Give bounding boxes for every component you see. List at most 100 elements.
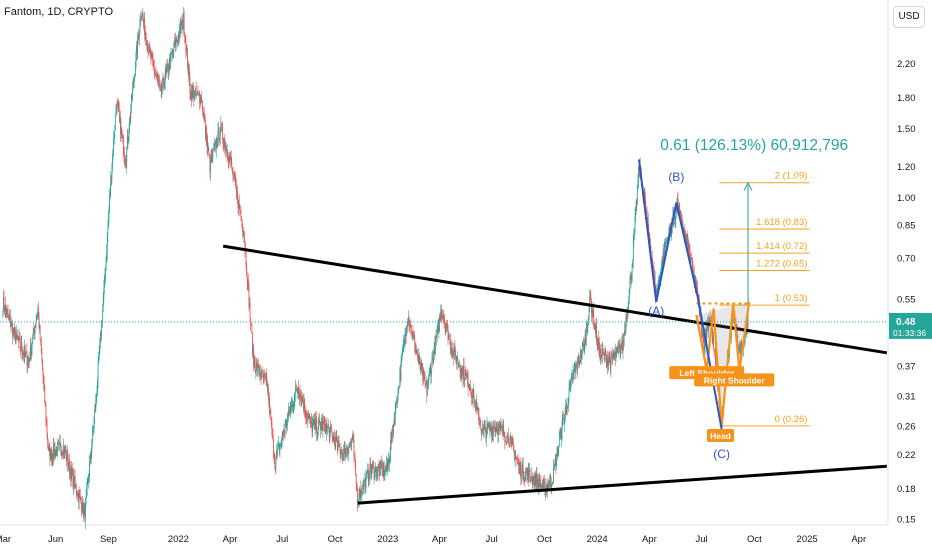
candle-body — [28, 359, 30, 362]
candle-body — [420, 362, 422, 370]
candle-body — [189, 77, 191, 92]
candle-body — [556, 448, 558, 456]
candle-body — [601, 348, 603, 357]
candle-body — [261, 369, 263, 371]
candle-body — [11, 323, 13, 325]
x-tick-label: Oct — [747, 534, 762, 545]
candle-body — [638, 167, 639, 183]
candle-body — [471, 397, 473, 398]
candle-body — [453, 347, 455, 359]
candle-body — [375, 466, 377, 477]
fib-level-label: 1.414 (0.72) — [756, 241, 807, 252]
candle-body — [280, 443, 281, 444]
candle-body — [252, 334, 253, 354]
candle-body — [709, 317, 710, 322]
candle-body — [465, 372, 467, 374]
candle-body — [518, 461, 519, 466]
candle-body — [644, 195, 646, 197]
candle-body — [258, 364, 260, 366]
x-tick-label: Apr — [432, 534, 447, 545]
candle-body — [100, 332, 102, 336]
candle-body — [601, 355, 603, 357]
candle-body — [514, 450, 515, 461]
candle-body — [638, 167, 640, 171]
candle-body — [312, 424, 314, 432]
candle-body — [214, 143, 215, 149]
candle-body — [570, 378, 572, 380]
candle-body — [486, 433, 487, 439]
candle-body — [459, 366, 460, 368]
candle-body — [118, 110, 120, 118]
candle-body — [608, 359, 610, 363]
candle-body — [138, 30, 140, 38]
candle-body — [530, 478, 532, 482]
candle-body — [393, 424, 394, 434]
candle-body — [605, 351, 607, 355]
candle-body — [355, 473, 357, 485]
candle-body — [253, 360, 255, 367]
candle-body — [436, 328, 438, 337]
candle-body — [569, 387, 571, 389]
candle-body — [40, 339, 42, 342]
candle-body — [123, 152, 125, 155]
candle-body — [456, 360, 458, 364]
candle-body — [196, 91, 198, 95]
candle-body — [2, 309, 4, 311]
candle-body — [549, 476, 551, 481]
candle-body — [225, 142, 226, 151]
candle-body — [515, 457, 517, 459]
candle-body — [25, 352, 27, 355]
candle-body — [62, 451, 63, 454]
candle-body — [681, 214, 682, 216]
candle-body — [293, 399, 295, 405]
candle-body — [610, 354, 612, 369]
candle-body — [61, 451, 63, 456]
candle-body — [25, 351, 27, 353]
candle-body — [423, 371, 425, 374]
candle-body — [595, 325, 597, 333]
candle-body — [274, 466, 276, 468]
candle-body — [551, 484, 553, 487]
candle-body — [386, 463, 388, 472]
candle-body — [216, 139, 218, 147]
candle-body — [3, 297, 5, 309]
candle-body — [152, 54, 153, 59]
candle-body — [680, 210, 682, 215]
candle-body — [31, 346, 32, 356]
candle-body — [513, 445, 514, 451]
candle-body — [335, 436, 336, 449]
candle-body — [631, 264, 633, 278]
wave-label: (B) — [668, 170, 684, 184]
candle-body — [426, 387, 428, 396]
candle-body — [143, 18, 144, 23]
candle-body — [331, 429, 332, 433]
candle-body — [178, 33, 180, 38]
currency-button[interactable]: USD — [893, 6, 925, 28]
candle-body — [712, 328, 713, 344]
candle-body — [572, 377, 573, 381]
candle-body — [104, 277, 105, 288]
candle-body — [433, 343, 435, 352]
x-tick-label: Sep — [100, 534, 117, 545]
candle-body — [119, 116, 121, 118]
candle-body — [381, 462, 382, 469]
candle-body — [413, 337, 415, 338]
candle-body — [451, 347, 453, 356]
candle-body — [288, 409, 290, 413]
candle-body — [42, 360, 43, 370]
candle-body — [147, 44, 148, 48]
candle-body — [354, 454, 355, 457]
candle-body — [494, 428, 496, 433]
candle-body — [359, 489, 361, 500]
candle-body — [713, 336, 715, 349]
candle-body — [548, 483, 549, 488]
candle-body — [473, 389, 475, 405]
candle-body — [485, 430, 487, 439]
candle-body — [65, 451, 67, 453]
candle-body — [47, 433, 49, 442]
candle-body — [445, 325, 447, 328]
candle-body — [621, 339, 623, 349]
candle-body — [203, 114, 205, 116]
